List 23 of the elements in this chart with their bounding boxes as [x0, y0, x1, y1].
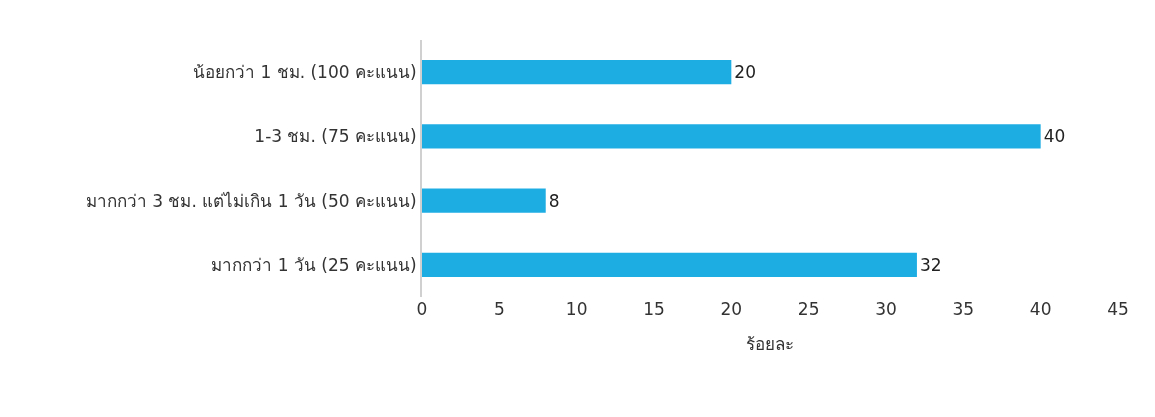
x-tick-label: 45 [1107, 299, 1129, 319]
x-tick-label: 25 [797, 299, 820, 319]
data-label: 8 [548, 190, 560, 211]
x-tick-label: 0 [416, 299, 428, 319]
x-tick-label: 5 [493, 299, 505, 319]
y-tick-label: น้อยกว่า 1 ชม. (100 คะแนน) [193, 62, 417, 83]
x-axis-title: ร้อยละ [746, 334, 794, 355]
bar [422, 252, 917, 278]
bar [422, 188, 546, 213]
x-tick-label: 40 [1029, 299, 1052, 319]
x-tick-label: 20 [720, 299, 743, 319]
x-tick-label: 30 [875, 299, 897, 319]
x-tick-label: 10 [565, 299, 588, 319]
y-tick-label: 1-3 ชม. (75 คะแนน) [254, 126, 417, 147]
y-tick-label: มากกว่า 1 วัน (25 คะแนน) [211, 254, 417, 275]
data-label: 40 [1043, 126, 1066, 147]
bar [422, 124, 1041, 149]
y-tick-label: มากกว่า 3 ชม. แต่ไม่เกิน 1 วัน (50 คะแนน) [85, 190, 417, 211]
x-tick-label: 15 [643, 299, 665, 319]
x-tick-label: 35 [952, 299, 975, 319]
data-label: 20 [734, 62, 756, 83]
data-label: 32 [919, 254, 942, 275]
bar [422, 59, 732, 85]
